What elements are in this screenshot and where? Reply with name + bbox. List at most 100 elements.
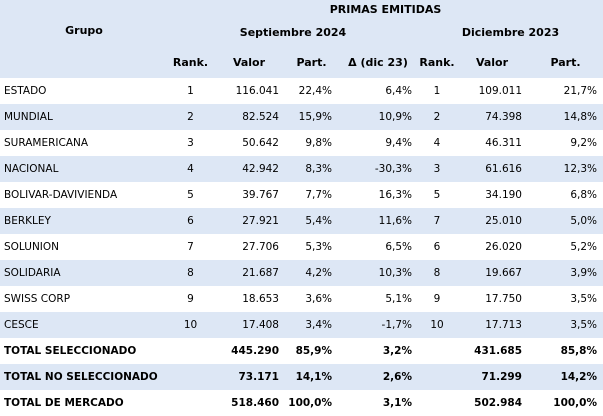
total-rank-empty <box>168 364 213 390</box>
company-name: SWISS CORP <box>4 293 71 305</box>
share2-cell: 14,8% <box>528 104 603 130</box>
table-title: PRIMAS EMITIDAS <box>329 2 442 16</box>
rank2-cell: 5 <box>433 189 441 201</box>
share2-cell: 21,7% <box>563 85 597 97</box>
period-current-header: Septiembre 2024 <box>239 25 347 39</box>
company-name: BOLIVAR-DAVIVIENDA <box>4 189 118 201</box>
rank-cell: 6 <box>168 208 213 234</box>
table-row: NACIONAL 4 42.942 8,3% -30,3% 3 61.616 12,3% <box>0 156 603 182</box>
total-value2: 502.984 <box>474 397 522 409</box>
delta-cell: 10,9% <box>338 104 418 130</box>
table-row: CESCE 10 17.408 3,4% -1,7% 10 17.713 3,5% <box>0 312 603 338</box>
rank-cell: 8 <box>168 260 213 286</box>
table-body: ESTADO 1 116.041 22,4% 6,4% 1 109.011 21,7% MUND… <box>0 78 603 416</box>
total-rank2-empty <box>418 364 456 390</box>
delta-cell: -1,7% <box>338 312 418 338</box>
value-cell: 50.642 <box>242 137 279 149</box>
company-name: MUNDIAL <box>0 104 168 130</box>
rank-cell: 3 <box>187 137 194 149</box>
total-share2: 85,8% <box>560 345 597 357</box>
rank2-cell: 3 <box>418 156 456 182</box>
value-cell: 42.942 <box>213 156 285 182</box>
table-row: ESTADO 1 116.041 22,4% 6,4% 1 109.011 21,7% <box>0 78 603 104</box>
delta-cell: 10,3% <box>338 260 418 286</box>
rank2-cell: 4 <box>433 137 441 149</box>
rank-cell: 2 <box>168 104 213 130</box>
company-name: SOLIDARIA <box>0 260 168 286</box>
table-row: SOLIDARIA 8 21.687 4,2% 10,3% 8 19.667 3,9% <box>0 260 603 286</box>
period-prev-header: Diciembre 2023 <box>461 25 560 39</box>
value-cell: 82.524 <box>213 104 285 130</box>
table-row: MUNDIAL 2 82.524 15,9% 10,9% 2 74.398 14,8% <box>0 104 603 130</box>
delta-cell: 6,4% <box>385 85 412 97</box>
delta-cell: 16,3% <box>378 189 412 201</box>
rank2-cell: 2 <box>418 104 456 130</box>
rank-cell: 10 <box>168 312 213 338</box>
value-cell: 39.767 <box>242 189 279 201</box>
total-rank-empty <box>168 390 213 416</box>
total-share: 14,1% <box>285 364 338 390</box>
share-cell: 15,9% <box>285 104 338 130</box>
total-name: TOTAL DE MERCADO <box>4 397 124 409</box>
total-row: TOTAL DE MERCADO 518.460 100,0% 3,1% 502.984… <box>0 390 603 416</box>
col-value-header: Valor <box>232 55 266 69</box>
rank-cell: 9 <box>187 293 194 305</box>
company-name: CESCE <box>0 312 168 338</box>
total-value: 445.290 <box>231 345 279 357</box>
rank2-cell: 7 <box>418 208 456 234</box>
col-rank-header: Rank. <box>172 55 209 69</box>
share-cell: 4,2% <box>285 260 338 286</box>
total-value2: 71.299 <box>456 364 528 390</box>
share-cell: 22,4% <box>298 85 332 97</box>
table-row: BOLIVAR-DAVIVIENDA 5 39.767 7,7% 16,3% 5 34.19… <box>0 182 603 208</box>
company-name: ESTADO <box>4 85 47 97</box>
company-name: BERKLEY <box>0 208 168 234</box>
value2-cell: 74.398 <box>456 104 528 130</box>
delta-cell: -30,3% <box>338 156 418 182</box>
share-cell: 3,4% <box>285 312 338 338</box>
total-value: 73.171 <box>213 364 285 390</box>
total-share2: 100,0% <box>553 397 597 409</box>
value2-cell: 61.616 <box>456 156 528 182</box>
col-share-header: Part. <box>296 55 327 69</box>
group-header: Grupo <box>65 24 103 37</box>
share2-cell: 5,0% <box>528 208 603 234</box>
total-rank-empty <box>168 338 213 364</box>
rank-cell: 7 <box>187 241 194 253</box>
total-row: TOTAL SELECCIONADO 445.290 85,9% 3,2% 431.68… <box>0 338 603 364</box>
table-row: SOLUNION 7 27.706 5,3% 6,5% 6 26.020 5,2% <box>0 234 603 260</box>
share2-cell: 6,8% <box>570 189 597 201</box>
total-name: TOTAL NO SELECCIONADO <box>0 364 168 390</box>
share-cell: 5,4% <box>285 208 338 234</box>
col-delta-header: Δ (dic 23) <box>348 55 408 69</box>
share2-cell: 3,9% <box>528 260 603 286</box>
company-name: SOLUNION <box>4 241 60 253</box>
share-cell: 5,3% <box>305 241 332 253</box>
value2-cell: 19.667 <box>456 260 528 286</box>
total-value2: 431.685 <box>474 345 522 357</box>
share-cell: 9,8% <box>305 137 332 149</box>
col-rank2-header: Rank. <box>419 55 455 69</box>
header-title-row: PRIMAS EMITIDAS <box>0 0 603 18</box>
table-row: BERKLEY 6 27.921 5,4% 11,6% 7 25.010 5,0% <box>0 208 603 234</box>
rank2-cell: 10 <box>418 312 456 338</box>
total-rank2-empty <box>418 338 456 364</box>
table-row: SWISS CORP 9 18.653 3,6% 5,1% 9 17.750 3,5% <box>0 286 603 312</box>
total-delta: 3,1% <box>382 397 412 409</box>
rank2-cell: 8 <box>418 260 456 286</box>
share2-cell: 9,2% <box>570 137 597 149</box>
rank2-cell: 9 <box>433 293 441 305</box>
value2-cell: 109.011 <box>478 85 522 97</box>
delta-cell: 6,5% <box>385 241 412 253</box>
value2-cell: 25.010 <box>456 208 528 234</box>
value2-cell: 17.713 <box>456 312 528 338</box>
total-delta: 2,6% <box>338 364 418 390</box>
rank-cell: 1 <box>187 85 194 97</box>
share-cell: 7,7% <box>305 189 332 201</box>
rank-cell: 4 <box>168 156 213 182</box>
value-cell: 27.921 <box>213 208 285 234</box>
company-name: SURAMERICANA <box>4 137 89 149</box>
delta-cell: 11,6% <box>338 208 418 234</box>
total-row: TOTAL NO SELECCIONADO 73.171 14,1% 2,6% 71.2… <box>0 364 603 390</box>
